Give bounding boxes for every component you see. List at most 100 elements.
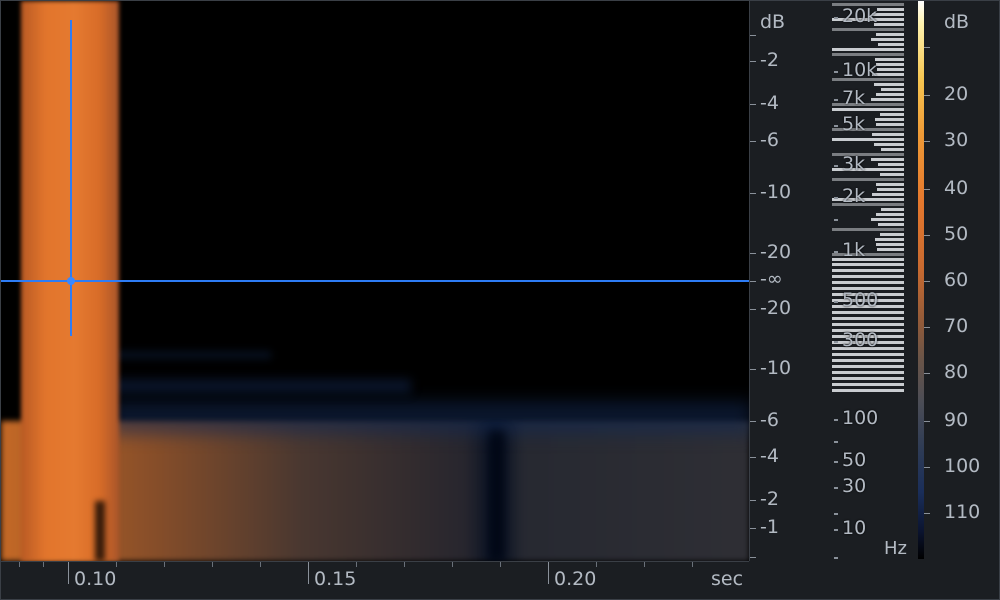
time-minor-tick	[500, 562, 501, 567]
freq-tick	[834, 251, 838, 253]
frequency-bin-bar	[871, 218, 904, 221]
level-tick	[924, 373, 930, 374]
db-tick	[750, 35, 756, 36]
db-tick	[750, 253, 756, 254]
frequency-bin-bar	[832, 353, 904, 356]
frequency-bin-bar	[832, 253, 904, 256]
frequency-bin-bar	[876, 63, 904, 66]
frequency-bin-bar	[832, 305, 904, 308]
freq-label: 300	[842, 329, 879, 351]
level-tick	[924, 189, 930, 190]
freq-label: 1k	[842, 239, 866, 261]
db-tick	[750, 528, 756, 529]
frequency-bin-bar	[832, 371, 904, 374]
db-tick	[750, 557, 756, 558]
frequency-bin-bar	[832, 359, 904, 362]
db-scale: dB -2 -4 -6 -10 -20 -∞ -20 -10 -6 -4 -2 …	[749, 1, 828, 561]
db-tick	[750, 369, 756, 370]
time-minor-tick	[404, 562, 405, 567]
db-tick	[750, 281, 756, 282]
frequency-bin-bar	[832, 48, 904, 51]
freq-tick	[834, 99, 838, 101]
level-label: 100	[944, 455, 981, 477]
frequency-bin-bar	[881, 148, 904, 151]
freq-tick	[834, 461, 838, 463]
freq-label: 7k	[842, 87, 866, 109]
frequency-bin-bar	[880, 233, 904, 236]
frequency-bin-bar	[878, 43, 904, 46]
time-label: 0.15	[314, 568, 357, 590]
frequency-bin-bar	[832, 168, 904, 171]
frequency-bin-bar	[871, 98, 904, 101]
level-unit-label: dB	[944, 11, 970, 33]
db-tick	[750, 457, 756, 458]
level-label: 110	[944, 501, 981, 523]
frequency-bin-bar	[877, 8, 904, 11]
frequency-bin-bar	[832, 203, 904, 206]
frequency-bin-bar	[875, 118, 904, 121]
level-tick	[924, 47, 930, 48]
frequency-bin-bar	[832, 287, 904, 290]
cursor-handle[interactable]	[67, 277, 75, 285]
freq-label: 50	[842, 449, 867, 471]
frequency-bin-bar	[881, 208, 904, 211]
time-major-tick	[548, 562, 549, 584]
time-minor-tick	[164, 562, 165, 567]
frequency-bin-bar	[832, 347, 904, 350]
frequency-bin-bar	[832, 103, 904, 106]
spectral-shadow-band	[111, 379, 411, 393]
frequency-bin-bar	[880, 113, 904, 116]
freq-tick	[834, 419, 838, 421]
vertical-cursor-line[interactable]	[70, 20, 72, 336]
frequency-bin-bar	[832, 329, 904, 332]
frequency-bin-bar	[832, 78, 904, 81]
frequency-bin-bar	[877, 188, 904, 191]
db-label: -2	[760, 488, 779, 510]
time-ruler[interactable]: 0.10 0.15 0.20 sec	[1, 561, 749, 600]
frequency-bin-bar	[876, 213, 904, 216]
db-label: -2	[760, 49, 779, 71]
freq-label: 100	[842, 407, 879, 429]
freq-label: 2k	[842, 185, 866, 207]
freq-tick	[834, 125, 838, 127]
frequency-bin-bar	[832, 281, 904, 284]
color-map-bar	[918, 1, 924, 559]
freq-label: 10k	[842, 59, 878, 81]
db-tick	[750, 193, 756, 194]
time-minor-tick	[356, 562, 357, 567]
freq-label: 30	[842, 475, 867, 497]
db-label: -20	[760, 297, 792, 319]
frequency-scale: 20k 10k 7k 5k 3k 2k 1k 500 300 100 50 30…	[830, 1, 914, 561]
frequency-bin-bar	[876, 243, 904, 246]
freq-tick	[834, 301, 838, 303]
freq-tick	[834, 441, 838, 443]
time-minor-tick	[116, 562, 117, 567]
freq-label: 20k	[842, 5, 878, 27]
level-tick	[924, 513, 930, 514]
level-label: 70	[944, 315, 969, 337]
frequency-bin-bar	[832, 3, 904, 6]
frequency-bars	[832, 3, 904, 398]
frequency-bin-bar	[832, 178, 904, 181]
horizontal-cursor-line[interactable]	[1, 280, 749, 282]
frequency-bin-bar	[878, 163, 904, 166]
frequency-bin-bar	[832, 299, 904, 302]
spectrogram-display[interactable]	[1, 1, 749, 561]
db-tick	[750, 61, 756, 62]
time-label: 0.10	[74, 568, 117, 590]
db-unit-label: dB	[760, 11, 786, 33]
freq-tick	[834, 529, 838, 531]
time-minor-tick	[43, 562, 44, 567]
frequency-bin-bar	[832, 228, 904, 231]
level-tick	[924, 421, 930, 422]
level-tick	[924, 467, 930, 468]
frequency-bin-bar	[832, 341, 904, 344]
frequency-bin-bar	[874, 23, 904, 26]
level-tick	[924, 95, 930, 96]
db-label: -20	[760, 241, 792, 263]
frequency-bin-bar	[878, 223, 904, 226]
db-tick	[750, 309, 756, 310]
freq-label: 3k	[842, 153, 866, 175]
level-label: 50	[944, 223, 969, 245]
